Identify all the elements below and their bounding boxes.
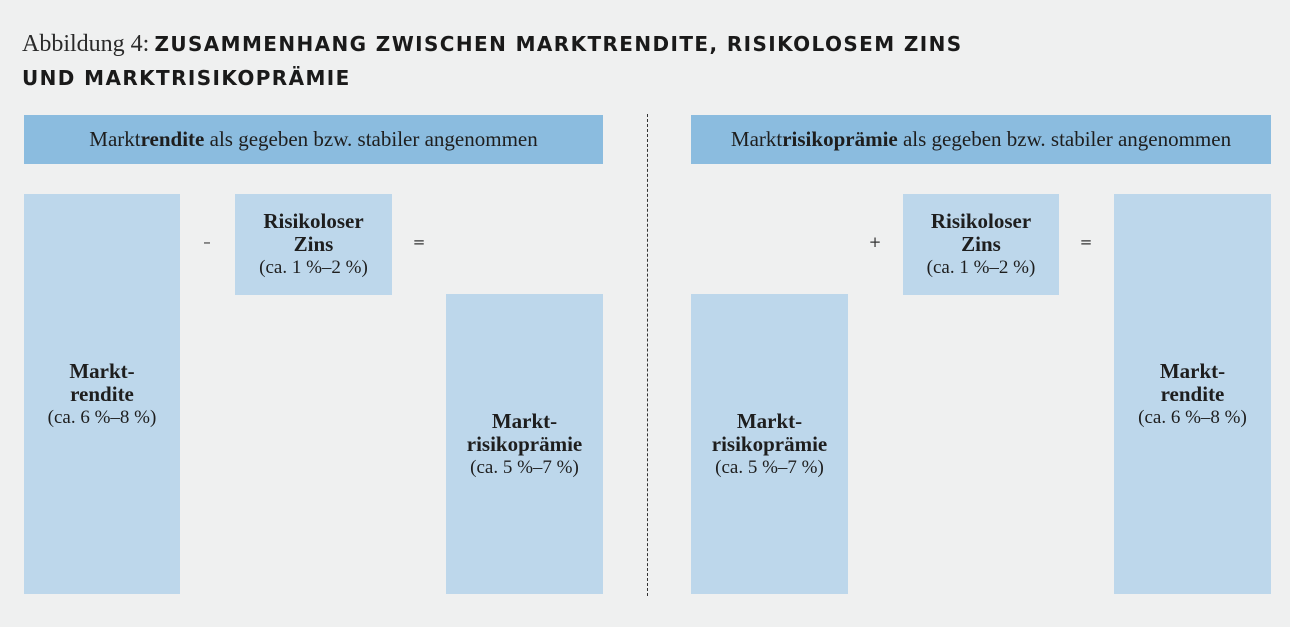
box-range: (ca. 6 %–8 %) <box>47 406 157 428</box>
box-range: (ca. 1 %–2 %) <box>259 257 368 278</box>
left-header-prefix: Markt <box>89 127 141 151</box>
right-header-bar: Markt risikoprämie als gegeben bzw. stabi… <box>691 115 1271 164</box>
box-range: (ca. 1 %–2 %) <box>926 257 1036 278</box>
left-riskfree-box: Risikoloser Zins (ca. 1 %–2 %) <box>235 194 392 295</box>
left-header-suffix: als gegeben bzw. stabiler angenommen <box>204 127 538 151</box>
left-header-bar: Markt rendite als gegeben bzw. stabiler a… <box>24 115 603 164</box>
box-range: (ca. 5 %–7 %) <box>715 456 824 478</box>
box-label-line-1: Markt- <box>736 408 803 433</box>
figure-title-line-1: ZUSAMMENHANG ZWISCHEN MARKTRENDITE, RISI… <box>154 32 963 56</box>
right-equals-operator: = <box>1079 233 1093 251</box>
box-label-line-2: risikoprämie <box>711 431 828 456</box>
box-label-line-2: Zins <box>961 232 1001 256</box>
right-risk-premium-box: Markt- risikoprämie (ca. 5 %–7 %) <box>691 294 848 594</box>
right-market-return-box: Markt- rendite (ca. 6 %–8 %) <box>1114 194 1271 594</box>
box-label-line-1: Markt- <box>69 358 135 383</box>
box-label-line-1: Risikoloser <box>930 209 1032 233</box>
left-risk-premium-box: Markt- risikoprämie (ca. 5 %–7 %) <box>446 294 603 594</box>
left-minus-operator: – <box>203 233 211 251</box>
box-label-line-2: rendite <box>1160 381 1225 406</box>
box-label-line-2: risikoprämie <box>466 431 583 456</box>
figure-title: Abbildung 4: ZUSAMMENHANG ZWISCHEN MARKT… <box>22 28 1222 94</box>
box-label-line-1: Risikoloser <box>263 209 364 233</box>
box-label-line-2: rendite <box>70 381 134 406</box>
right-riskfree-box: Risikoloser Zins (ca. 1 %–2 %) <box>903 194 1059 295</box>
left-header-bold: rendite <box>140 127 205 151</box>
right-header-suffix: als gegeben bzw. stabiler angenommen <box>897 127 1232 151</box>
figure-prefix: Abbildung 4: <box>22 31 150 57</box>
box-range: (ca. 6 %–8 %) <box>1138 406 1247 428</box>
box-range: (ca. 5 %–7 %) <box>470 456 579 478</box>
dashed-divider <box>647 114 648 596</box>
box-label-line-2: Zins <box>293 232 334 256</box>
right-header-bold: risikoprämie <box>782 127 898 151</box>
figure-title-line-2: UND MARKTRISIKOPRÄMIE <box>22 66 351 90</box>
box-label-line-1: Markt- <box>491 408 558 433</box>
left-market-return-box: Markt- rendite (ca. 6 %–8 %) <box>24 194 180 594</box>
box-label-line-1: Markt- <box>1159 358 1226 383</box>
right-header-prefix: Markt <box>730 127 783 151</box>
left-equals-operator: = <box>412 233 426 251</box>
right-plus-operator: + <box>868 233 882 251</box>
